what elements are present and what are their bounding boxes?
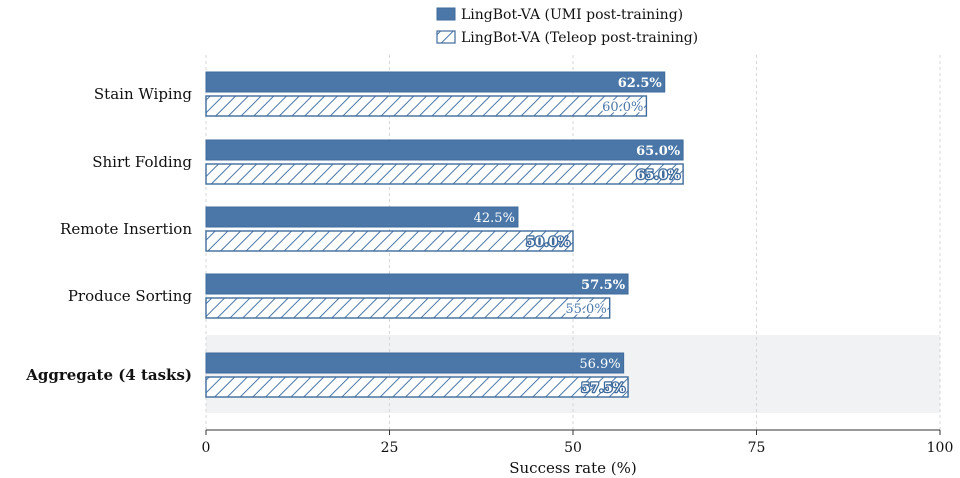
bar-value-label: 65.0% [636, 144, 681, 159]
x-tick-label: 100 [927, 440, 954, 456]
bar-teleop [205, 297, 611, 319]
bar-value-label: 60.0% [602, 100, 643, 115]
bar-teleop [205, 95, 648, 117]
x-tick-label: 0 [202, 440, 211, 456]
legend: LingBot-VA (UMI post-training) LingBot-V… [436, 7, 698, 46]
legend-swatch-umi [436, 7, 456, 21]
category-labels: Stain Wiping Shirt Folding Remote Insertio… [25, 85, 192, 384]
x-axis-title: Success rate (%) [509, 459, 637, 477]
bar-value-label: 62.5% [618, 76, 663, 91]
x-axis: 0 25 50 75 100 [202, 429, 954, 456]
bar-umi [205, 352, 625, 374]
bar-value-label: 50.0% [526, 235, 571, 250]
x-tick-label: 75 [748, 440, 766, 456]
bar-teleop [205, 163, 684, 185]
bar-value-label: 57.5% [581, 381, 626, 396]
bar-value-label: 57.5% [581, 278, 626, 293]
bar-value-label: 65.0% [636, 168, 681, 183]
category-label: Shirt Folding [92, 153, 192, 171]
legend-label-umi: LingBot-VA (UMI post-training) [461, 7, 683, 23]
category-label: Stain Wiping [94, 85, 192, 103]
x-tick-label: 50 [564, 440, 582, 456]
bar-value-label: 56.9% [579, 357, 620, 372]
category-label: Produce Sorting [68, 287, 193, 305]
bar-umi [205, 273, 629, 295]
category-label: Remote Insertion [60, 220, 192, 238]
legend-label-teleop: LingBot-VA (Teleop post-training) [461, 30, 698, 46]
bar-teleop [205, 376, 629, 398]
bar-value-label: 42.5% [474, 211, 515, 226]
bar-teleop [205, 230, 574, 252]
bar-umi [205, 71, 666, 93]
legend-swatch-teleop [436, 30, 456, 44]
bars-layer: 62.5% 60.0% 65.0% 65.0% 42.5% 50.0% 57.5% 55.0%… [205, 71, 684, 398]
bar-umi [205, 139, 684, 161]
category-label: Aggregate (4 tasks) [25, 366, 192, 384]
x-tick-label: 25 [381, 440, 399, 456]
bar-value-label: 55.0% [565, 302, 606, 317]
bar-umi [205, 206, 519, 228]
